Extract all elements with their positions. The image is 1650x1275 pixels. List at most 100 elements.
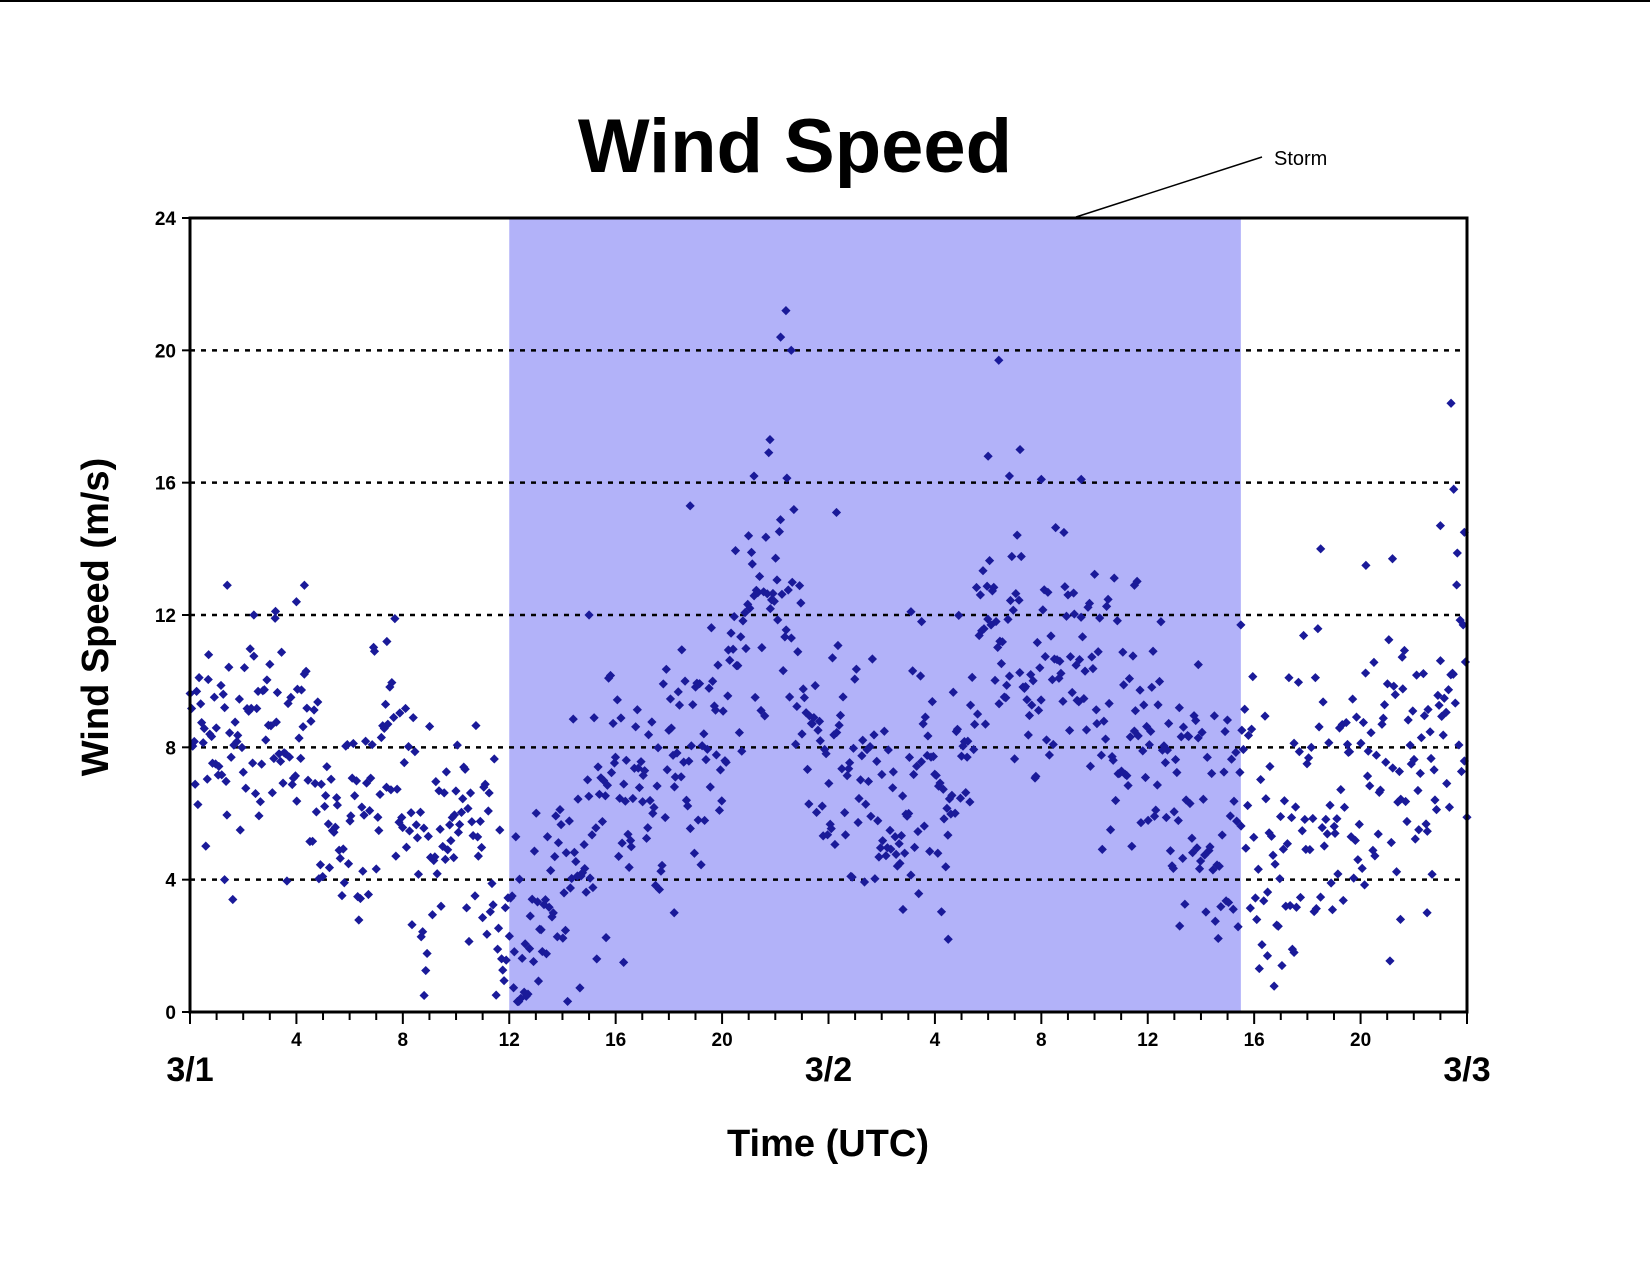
data-point	[1446, 398, 1456, 408]
data-point	[525, 911, 535, 921]
data-point	[249, 610, 259, 620]
data-point	[1260, 711, 1270, 721]
data-point	[1168, 863, 1178, 873]
x-tick-label: 16	[605, 1030, 626, 1051]
data-point	[514, 996, 524, 1007]
data-point	[1225, 811, 1235, 821]
data-point	[711, 750, 721, 760]
data-point	[1278, 844, 1288, 854]
data-point	[680, 676, 690, 686]
data-point	[1003, 614, 1013, 624]
data-point	[1160, 758, 1171, 768]
data-point	[1213, 933, 1223, 944]
data-point	[1248, 671, 1258, 682]
data-point	[696, 860, 706, 870]
x-date-label: 3/2	[805, 1051, 852, 1089]
data-point	[338, 844, 348, 854]
data-point	[1149, 811, 1160, 821]
data-point	[794, 581, 805, 591]
data-point	[1238, 744, 1248, 755]
data-point	[316, 779, 326, 789]
data-point	[697, 741, 707, 751]
data-point	[694, 679, 705, 689]
data-point	[290, 771, 301, 781]
data-point	[906, 607, 916, 617]
data-point	[920, 712, 930, 722]
data-point	[796, 598, 806, 608]
data-point	[1027, 700, 1037, 710]
data-point	[870, 874, 880, 884]
data-point	[540, 895, 551, 905]
data-point	[1196, 856, 1206, 866]
data-point	[561, 848, 571, 858]
y-tick-label: 8	[165, 738, 176, 759]
data-point	[588, 882, 598, 893]
data-point	[617, 838, 627, 848]
data-point	[296, 753, 306, 763]
data-point	[1069, 588, 1079, 598]
data-point	[608, 718, 618, 729]
data-point	[1164, 718, 1174, 729]
data-point	[306, 716, 316, 726]
data-point	[914, 889, 924, 899]
data-point	[482, 929, 492, 939]
data-point	[253, 686, 263, 696]
data-point	[434, 786, 444, 796]
data-point	[612, 695, 622, 705]
data-point	[235, 825, 245, 835]
data-point	[287, 779, 297, 790]
data-point	[1193, 660, 1203, 670]
data-point	[730, 546, 741, 556]
data-point	[1350, 835, 1360, 846]
data-point	[925, 846, 935, 856]
data-point	[210, 759, 221, 769]
data-point	[1427, 869, 1437, 879]
data-point	[1287, 944, 1297, 954]
data-point	[1237, 725, 1247, 735]
data-point	[1243, 800, 1253, 811]
data-point	[1421, 819, 1431, 829]
data-point	[501, 955, 511, 965]
data-point	[888, 783, 898, 793]
data-point	[1236, 620, 1246, 630]
data-point	[798, 684, 808, 694]
data-point	[857, 751, 867, 761]
data-point	[571, 856, 581, 867]
data-point	[1055, 656, 1065, 666]
data-point	[387, 677, 397, 688]
data-point	[923, 731, 933, 741]
data-point	[597, 816, 608, 827]
data-point	[1119, 680, 1129, 690]
data-point	[1175, 921, 1185, 931]
top-border-line	[0, 0, 1650, 2]
data-point	[1443, 685, 1454, 695]
data-point	[358, 866, 368, 876]
data-point	[636, 757, 646, 767]
data-point	[1259, 896, 1269, 906]
data-point	[458, 794, 468, 804]
data-point	[536, 925, 546, 935]
data-point	[1409, 754, 1419, 765]
data-point	[580, 863, 590, 874]
data-point	[668, 750, 678, 760]
data-point	[710, 705, 721, 715]
data-point	[1174, 703, 1184, 713]
data-point	[935, 778, 945, 788]
data-point	[552, 932, 562, 942]
data-point	[1004, 671, 1015, 681]
data-point	[568, 714, 578, 724]
data-point	[1249, 832, 1259, 842]
data-point	[1316, 544, 1326, 554]
data-point	[1112, 616, 1122, 626]
data-point	[452, 740, 462, 750]
data-point	[1458, 620, 1468, 630]
data-point	[423, 831, 433, 842]
data-point	[196, 699, 206, 709]
data-point	[233, 730, 243, 741]
data-point	[1173, 815, 1183, 826]
data-point	[1455, 615, 1465, 625]
data-point	[994, 355, 1004, 365]
data-point	[386, 785, 396, 795]
data-point	[1233, 922, 1243, 932]
data-point	[944, 794, 955, 804]
